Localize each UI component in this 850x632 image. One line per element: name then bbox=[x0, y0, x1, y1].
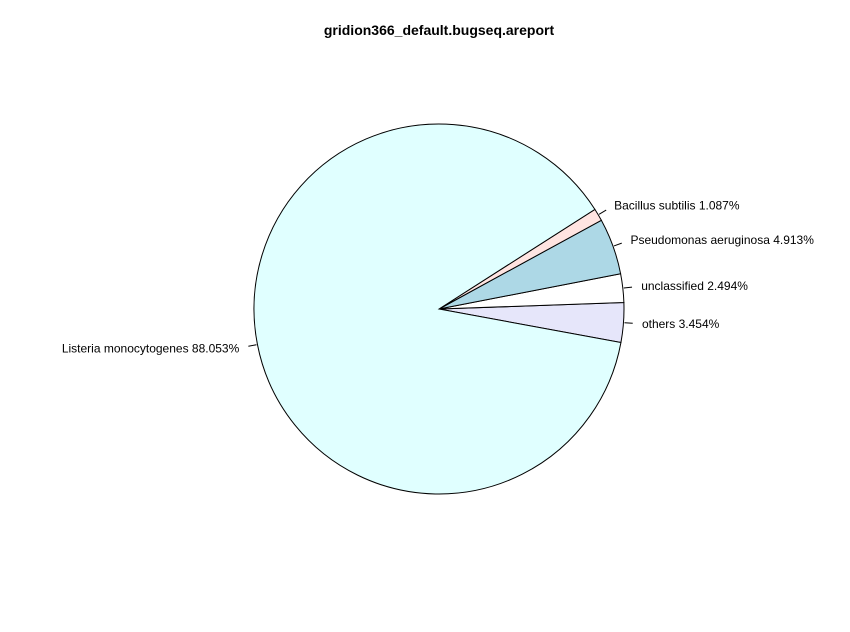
leader-line-others bbox=[624, 322, 633, 324]
chart-title: gridion366_default.bugseq.areport bbox=[324, 22, 555, 38]
slice-label-pseudomonas-aeruginosa: Pseudomonas aeruginosa 4.913% bbox=[630, 233, 814, 247]
pie-slices bbox=[253, 123, 625, 495]
slice-label-unclassified: unclassified 2.494% bbox=[641, 279, 748, 293]
leader-line-pseudomonas-aeruginosa bbox=[613, 242, 622, 247]
slice-label-listeria-monocytogenes: Listeria monocytogenes 88.053% bbox=[62, 341, 240, 355]
pie-labels: others 3.454% unclassified 2.494% Pseudomo… bbox=[62, 199, 814, 356]
leader-line-listeria-monocytogenes bbox=[248, 344, 257, 347]
slice-label-bacillus-subtilis: Bacillus subtilis 1.087% bbox=[614, 199, 740, 213]
pie-slice-listeria-monocytogenes bbox=[253, 123, 622, 495]
pie-leader-lines bbox=[248, 209, 633, 347]
slice-label-others: others 3.454% bbox=[642, 317, 720, 331]
leader-line-bacillus-subtilis bbox=[598, 209, 607, 215]
leader-line-unclassified bbox=[623, 286, 633, 289]
